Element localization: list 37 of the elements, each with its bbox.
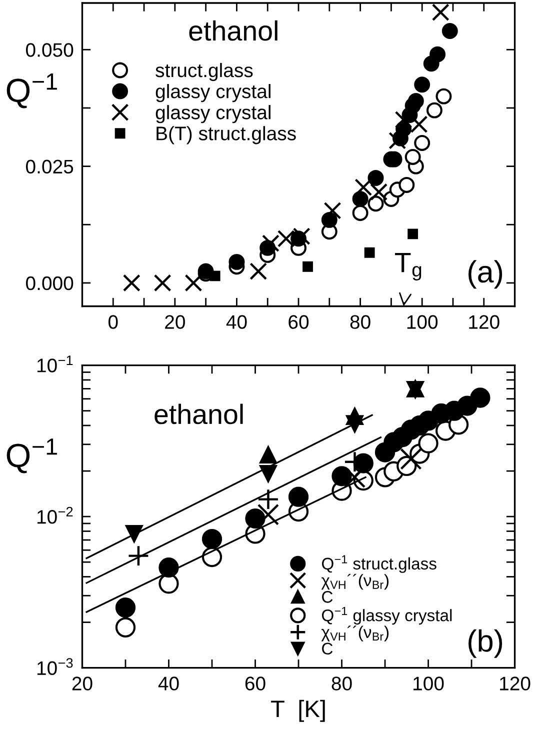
x-tick-label: 60 xyxy=(288,315,309,329)
legend-label: Q$^{−1}$ struct.glass xyxy=(322,555,436,573)
y-tick-label: 10$^{−1}$ xyxy=(37,356,73,372)
x-tick-label: 0 xyxy=(108,315,118,329)
legend-label: χ$_{VH}$´´(ν$_{Br}$) xyxy=(321,626,389,642)
x-tick-label: 100 xyxy=(414,676,444,690)
y-tick-label: 0.000 xyxy=(26,276,74,290)
x-tick-label: 80 xyxy=(350,315,370,329)
x-tick-label: 60 xyxy=(245,676,266,690)
y-axis-title: Q$^{−1}$ xyxy=(6,74,57,108)
annotation: (a) xyxy=(468,260,502,289)
annotation: T$_{g}$ xyxy=(394,252,422,280)
legend-label: χ$_{VH}$´´(ν$_{Br}$) xyxy=(321,574,389,590)
legend-label: glassy crystal xyxy=(156,84,270,102)
y-tick-label: 0.025 xyxy=(26,160,74,174)
legend-label: struct.glass xyxy=(156,62,253,82)
legend-label: C xyxy=(322,591,333,603)
y-tick-label: 10$^{−3}$ xyxy=(37,658,73,676)
legend-label: glassy crystal xyxy=(156,105,270,124)
legend-label: C xyxy=(322,642,333,655)
x-tick-label: 20 xyxy=(72,676,92,690)
x-tick-label: 20 xyxy=(165,315,185,329)
x-axis-title: T [K] xyxy=(271,700,325,722)
x-tick-label: 40 xyxy=(226,315,247,329)
x-tick-label: 40 xyxy=(158,676,179,690)
legend-label: B(T) struct.glass xyxy=(156,126,296,144)
annotation: (b) xyxy=(468,629,502,658)
annotation: ethanol xyxy=(189,20,278,41)
y-tick-label: 0.050 xyxy=(26,43,74,57)
x-tick-label: 120 xyxy=(469,315,500,329)
y-axis-title: Q$^{−1}$ xyxy=(6,438,57,474)
x-tick-label: 100 xyxy=(407,315,438,329)
legend-label: Q$^{−1}$ glassy crystal xyxy=(322,606,452,625)
x-tick-label: 80 xyxy=(332,676,352,690)
annotation: ethanol xyxy=(154,404,243,424)
x-tick-label: 120 xyxy=(500,676,530,690)
y-tick-label: 10$^{−2}$ xyxy=(37,506,73,524)
